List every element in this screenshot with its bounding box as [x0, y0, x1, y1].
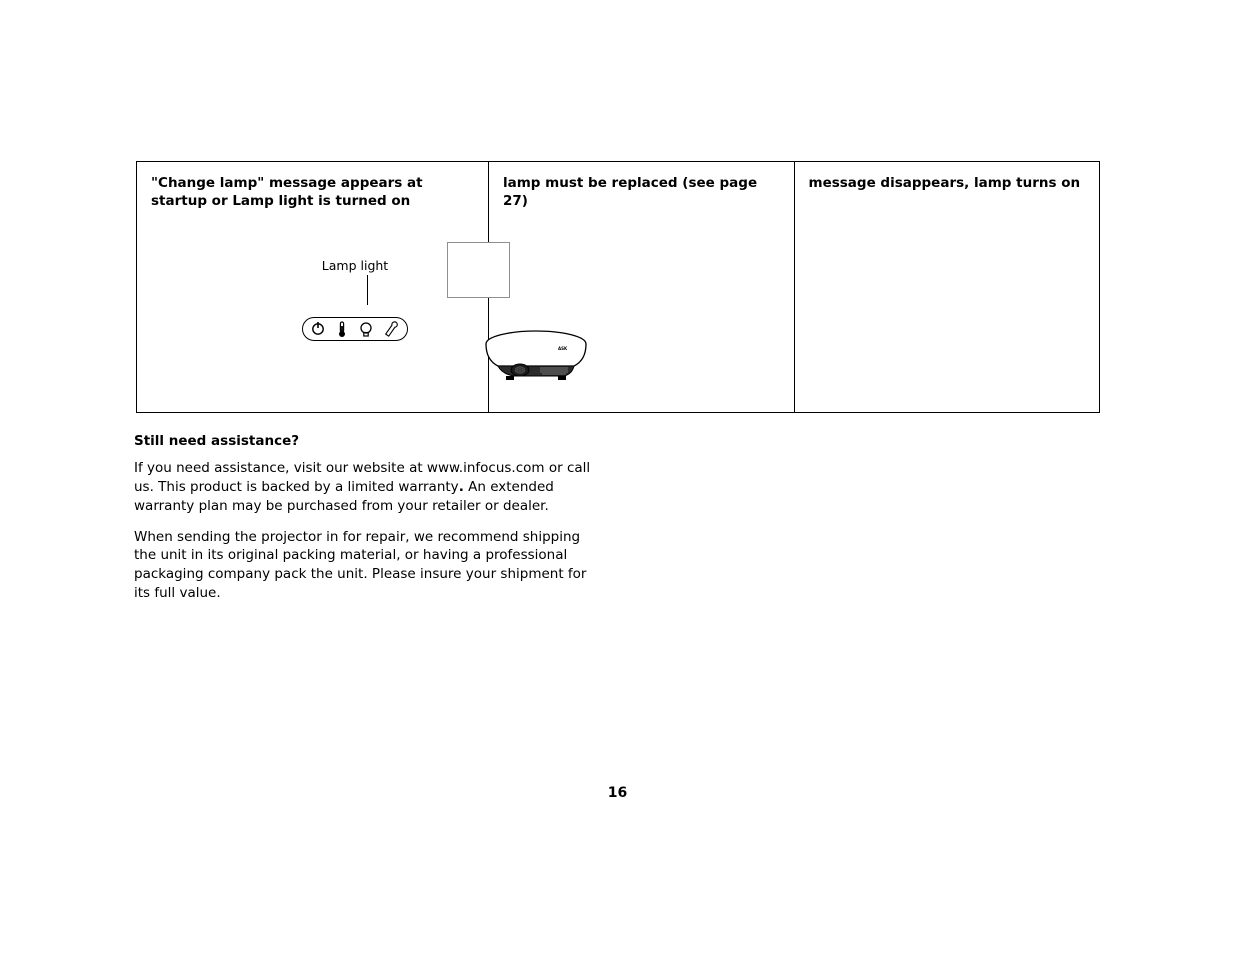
table-col-solution: lamp must be replaced (see page 27): [489, 162, 795, 412]
table-col-result: message disappears, lamp turns on: [795, 162, 1100, 412]
col3-heading: message disappears, lamp turns on: [809, 174, 1086, 192]
assist-paragraph-1: If you need assistance, visit our websit…: [134, 459, 602, 516]
col1-heading: "Change lamp" message appears at startup…: [151, 174, 474, 210]
assist-paragraph-2: When sending the projector in for repair…: [134, 528, 602, 604]
lamp-light-label: Lamp light: [322, 258, 388, 273]
table-col-problem: "Change lamp" message appears at startup…: [137, 162, 489, 412]
lamp-light-leader-line: [367, 275, 368, 305]
assist-heading: Still need assistance?: [134, 432, 602, 451]
assistance-section: Still need assistance? If you need assis…: [134, 432, 602, 615]
indicator-panel-icon: [302, 317, 408, 341]
col2-heading: lamp must be replaced (see page 27): [503, 174, 780, 210]
page-number: 16: [0, 785, 1235, 801]
troubleshooting-table: "Change lamp" message appears at startup…: [136, 161, 1100, 413]
